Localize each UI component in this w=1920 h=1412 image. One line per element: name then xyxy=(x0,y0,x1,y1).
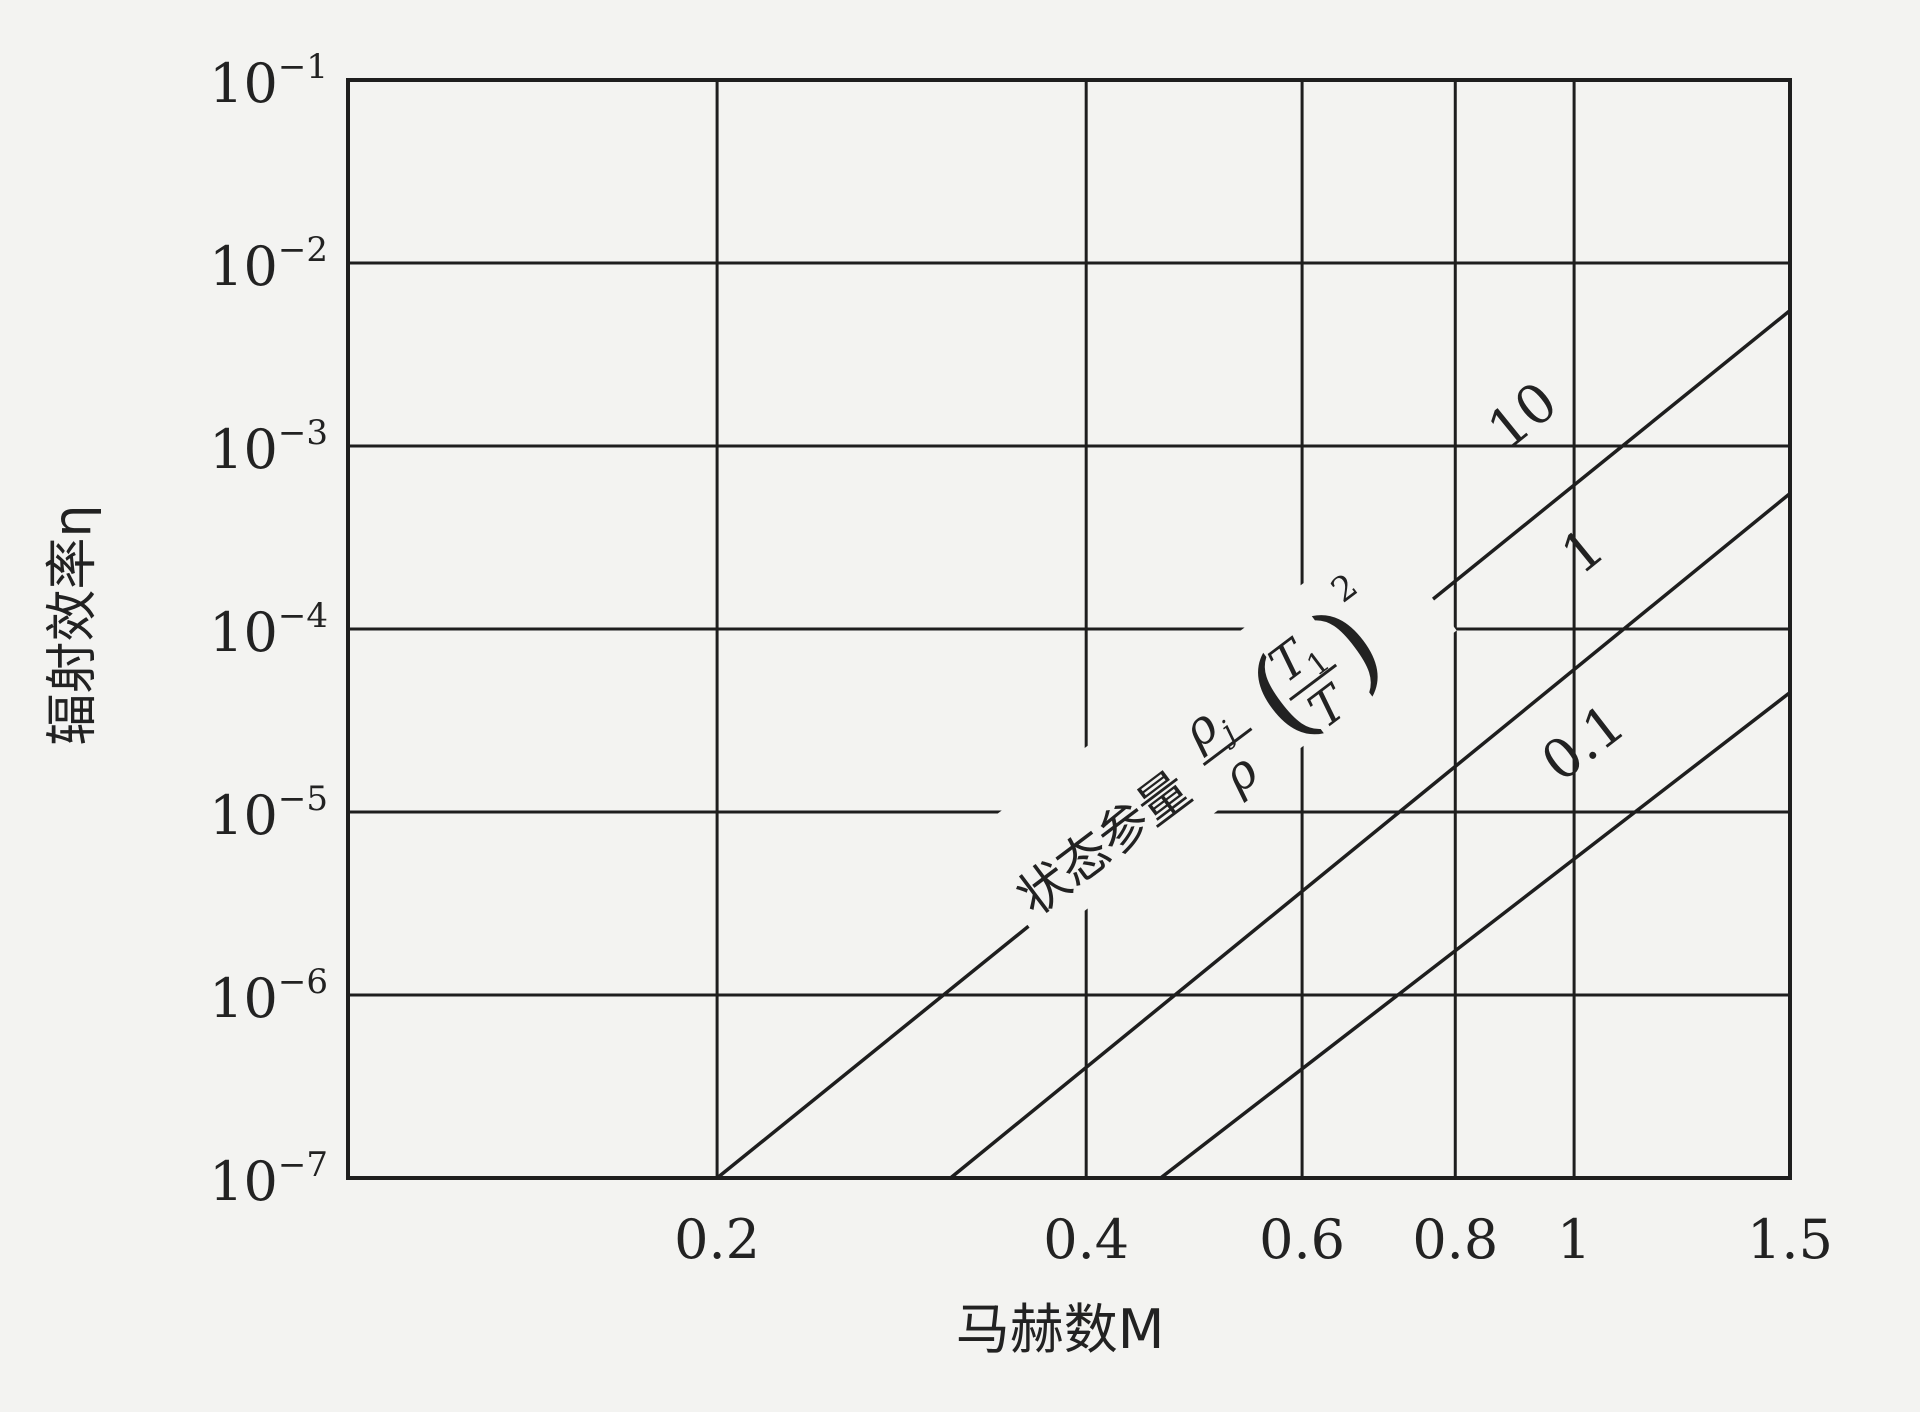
x-tick-label: 0.6 xyxy=(1259,1208,1345,1271)
y-tick-label: 10−7 xyxy=(209,1145,328,1213)
y-tick-label: 10−2 xyxy=(209,230,328,298)
fraction-bar-rho xyxy=(1202,727,1253,767)
x-tick-label: 0.8 xyxy=(1412,1208,1498,1271)
y-tick-label: 10−1 xyxy=(209,47,328,115)
x-tick-label: 1.5 xyxy=(1747,1208,1833,1271)
grid-layer xyxy=(348,78,1790,1180)
x-tick-label: 0.2 xyxy=(674,1208,760,1271)
state-parameter-annotation: 状态参量 ρ j ρ ( T 1 T ) 2 xyxy=(963,526,1457,944)
plot-border xyxy=(346,78,1792,1180)
y-tick-label: 10−6 xyxy=(209,962,328,1030)
x-axis-title: 马赫数M xyxy=(956,1298,1165,1361)
curve-label-2: 1 xyxy=(1550,516,1616,587)
series-line-3 xyxy=(1159,691,1792,1180)
x-tick-label: 1 xyxy=(1557,1208,1591,1271)
y-tick-label: 10−3 xyxy=(209,413,328,481)
x-tick-label: 0.4 xyxy=(1043,1208,1129,1271)
plot-frame xyxy=(346,78,1792,1180)
series-line-2 xyxy=(949,492,1792,1180)
fraction-bar-t xyxy=(1288,663,1338,702)
x-tick-labels: 0.2 0.4 0.6 0.8 1 1.5 xyxy=(674,1208,1833,1271)
curve-label-1: 10 xyxy=(1476,370,1569,462)
curve-label-3: 0.1 xyxy=(1530,692,1636,794)
annotation-background xyxy=(963,526,1457,944)
y-tick-label: 10−4 xyxy=(209,596,328,664)
y-tick-label: 10−5 xyxy=(209,779,328,847)
y-axis-title: 辐射效率η xyxy=(43,505,103,746)
y-tick-labels: 10−7 10−6 10−5 10−4 10−3 10−2 10−1 xyxy=(209,47,328,1213)
